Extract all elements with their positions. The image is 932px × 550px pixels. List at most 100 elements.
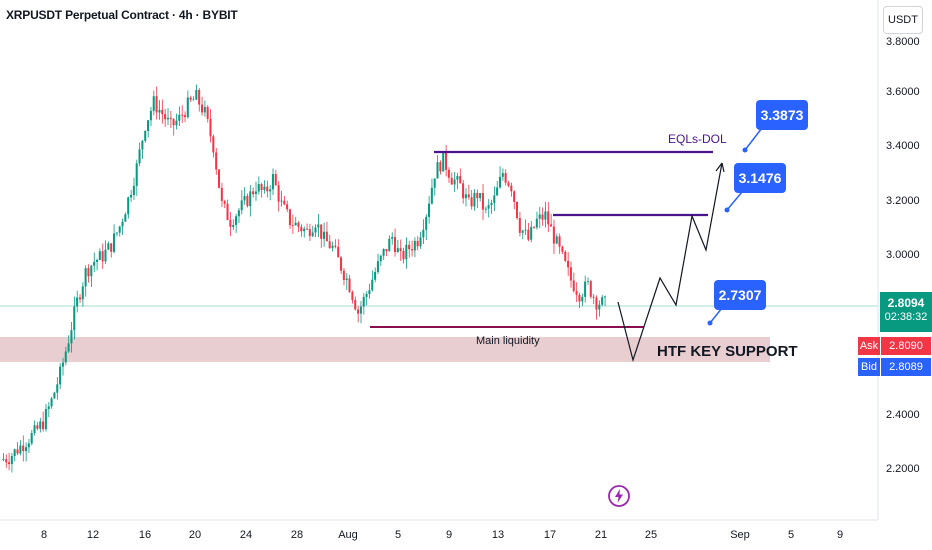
candle-body <box>572 280 575 291</box>
ask-row: Ask 2.8090 <box>858 337 931 355</box>
target-pointer-2 <box>726 191 743 211</box>
candle-body <box>413 240 416 251</box>
candle-body <box>130 194 133 198</box>
time-tick-label: 16 <box>139 529 151 541</box>
support-zone-label: HTF KEY SUPPORT <box>657 343 798 360</box>
candle-body <box>294 222 297 226</box>
candle-body <box>30 433 33 444</box>
candle-body <box>592 296 595 298</box>
candle-body <box>141 140 144 150</box>
candle-body <box>433 178 436 188</box>
candle-body <box>589 281 592 297</box>
candle-body <box>7 462 11 465</box>
candle-body <box>277 185 280 202</box>
candle-body <box>567 260 570 268</box>
candle-body <box>427 203 431 217</box>
candle-body <box>473 192 476 207</box>
eqls-dol-label: EQLs-DOL <box>668 132 727 146</box>
candle-body <box>212 136 215 153</box>
candle-body <box>504 173 507 183</box>
candle-body <box>135 163 138 186</box>
candle-body <box>249 191 252 207</box>
candle-body <box>164 114 167 120</box>
time-tick-label: 12 <box>87 529 99 541</box>
candle-body <box>132 185 135 195</box>
candle-body <box>518 218 521 233</box>
candle-body <box>430 187 433 204</box>
candle-body <box>152 96 155 111</box>
candle-body <box>484 208 487 210</box>
candle-body <box>396 248 399 252</box>
target-dot-3 <box>707 320 713 326</box>
candle-body <box>115 232 118 234</box>
bid-row: Bid 2.8089 <box>858 358 931 376</box>
candle-body <box>402 251 405 260</box>
candle-body <box>257 184 260 192</box>
candle-body <box>578 294 581 302</box>
candle-body <box>195 89 198 100</box>
candle-body <box>345 278 348 280</box>
candle-body <box>144 130 147 141</box>
time-tick-label: 20 <box>189 529 201 541</box>
candle-body <box>422 229 425 238</box>
candle-body <box>291 225 294 226</box>
candle-body <box>515 202 519 219</box>
candle-body <box>524 229 527 231</box>
lightning-icon[interactable] <box>607 484 631 508</box>
candle-body <box>535 218 538 228</box>
candle-body <box>263 186 266 190</box>
candle-body <box>252 191 255 195</box>
candle-body <box>459 176 462 184</box>
candle-body <box>538 214 541 219</box>
time-tick-label: 5 <box>788 529 794 541</box>
candle-body <box>274 174 277 186</box>
target-callout-3[interactable]: 2.7307 <box>714 280 766 310</box>
candle-body <box>59 366 62 385</box>
time-tick-label: Aug <box>338 529 358 541</box>
candle-body <box>5 459 8 463</box>
price-tick-label: 2.4000 <box>886 409 920 421</box>
candle-body <box>490 202 493 206</box>
candle-body <box>317 224 320 228</box>
target-pointer-3 <box>709 307 723 324</box>
candle-body <box>266 186 269 192</box>
candle-body <box>362 296 365 307</box>
candle-body <box>507 182 510 186</box>
projection-arrowhead <box>715 162 725 173</box>
candle-body <box>127 197 130 215</box>
candle-body <box>527 229 530 240</box>
candle-body <box>175 120 178 126</box>
candle-body <box>36 425 39 429</box>
candle-body <box>405 244 408 260</box>
target-callout-1[interactable]: 3.3873 <box>756 100 808 130</box>
candle-body <box>229 220 232 227</box>
candle-body <box>552 226 555 244</box>
candle-body <box>189 97 192 100</box>
candle-body <box>442 151 445 172</box>
candle-body <box>479 193 482 199</box>
candle-body <box>603 296 606 298</box>
candle-body <box>203 106 206 113</box>
candle-body <box>532 226 536 228</box>
candle-body <box>453 179 456 185</box>
candle-body <box>280 200 283 202</box>
candle-body <box>450 177 453 185</box>
candle-body <box>325 231 328 242</box>
candle-body <box>408 244 411 250</box>
currency-button[interactable]: USDT <box>883 6 923 34</box>
candle-body <box>547 211 550 225</box>
target-callout-2[interactable]: 3.1476 <box>734 163 786 193</box>
candles <box>2 84 606 473</box>
candle-body <box>322 231 326 239</box>
time-tick-label: 24 <box>240 529 252 541</box>
candle-body <box>303 228 306 232</box>
candle-body <box>541 214 544 220</box>
price-tick-label: 3.0000 <box>886 249 920 261</box>
candle-body <box>172 119 175 126</box>
candle-body <box>521 230 524 233</box>
candle-body <box>73 306 76 331</box>
candle-body <box>240 200 243 211</box>
candle-body <box>561 246 564 252</box>
candle-body <box>601 297 604 305</box>
